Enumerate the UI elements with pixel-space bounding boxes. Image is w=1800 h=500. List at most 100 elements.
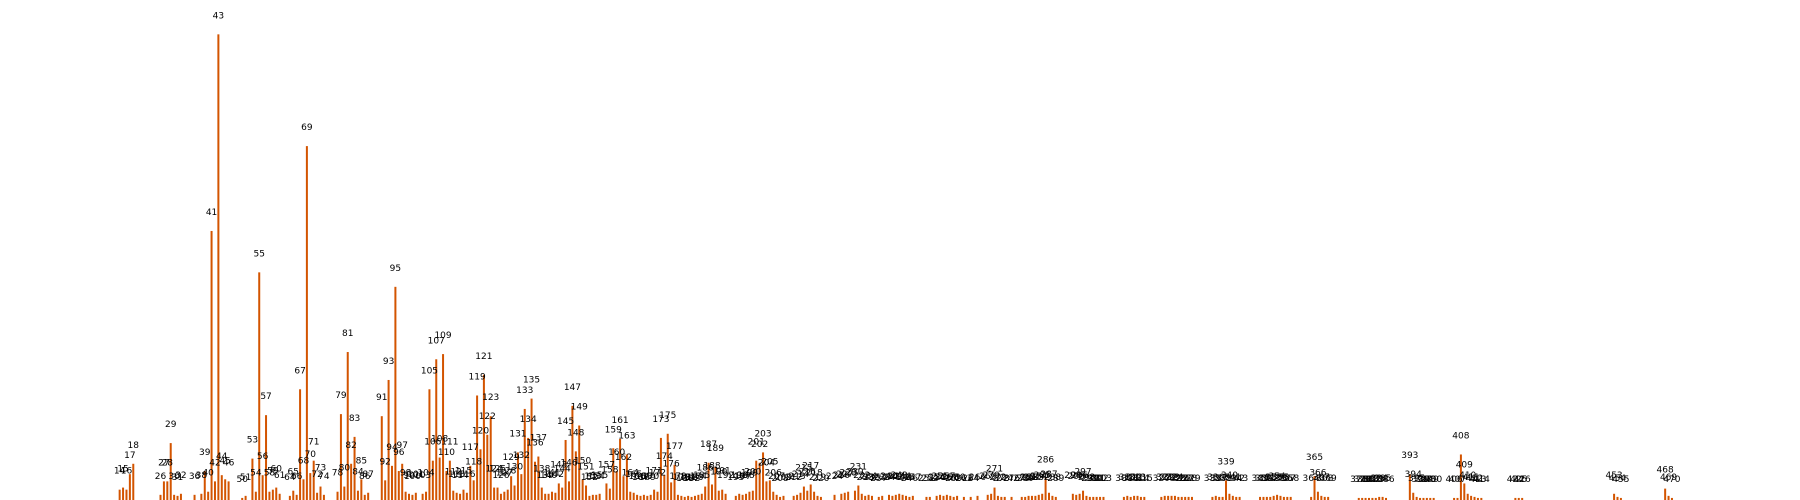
data-label: 121 [475,352,492,362]
data-label: 256 [935,473,952,483]
bar [1282,496,1285,500]
bar [261,475,264,500]
data-label: 98 [400,469,412,479]
data-label: 178 [669,472,686,482]
data-label: 313 [1129,473,1146,483]
bar [1310,496,1313,500]
bar [455,492,458,500]
data-label: 212 [785,473,802,483]
bar [717,490,720,500]
bar [772,491,775,500]
data-label: 321 [1156,473,1173,483]
bar [1276,494,1279,500]
data-label: 299 [1081,474,1098,484]
data-label: 112 [445,468,462,478]
bar [928,496,931,500]
bar [479,449,482,500]
data-label: 69 [301,123,313,133]
bar [210,230,213,500]
data-label: 124 [486,465,503,475]
bar [1473,496,1476,500]
data-label: 271 [986,465,1003,475]
data-label: 469 [1660,473,1677,483]
bar [346,352,349,500]
bar [877,496,880,500]
data-label: 103 [414,471,431,481]
bar [176,495,179,500]
data-label: 237 [870,474,887,484]
bar [510,476,513,500]
bar [271,489,274,500]
bar [574,451,577,500]
data-label: 18 [128,441,140,451]
bar [908,496,911,500]
data-label: 93 [383,357,394,367]
bar [898,493,901,500]
bar [435,359,438,500]
data-label: 426 [1514,475,1531,485]
data-label: 73 [315,464,326,474]
data-label: 87 [362,470,373,480]
bar [295,494,298,500]
data-label: 228 [840,469,857,479]
bar [200,493,203,500]
data-label: 81 [342,329,353,339]
bar [1187,496,1190,500]
bar [244,495,247,500]
data-label: 397 [1415,475,1432,485]
bar [462,489,465,500]
data-label: 274 [996,474,1013,484]
bar [962,496,965,500]
data-label: 206 [765,469,782,479]
bar [1517,497,1520,500]
data-label: 26 [155,472,167,482]
data-label: 358 [1282,474,1299,484]
data-label: 303 [1095,474,1112,484]
bar [598,493,601,500]
bar [676,494,679,500]
bar [394,286,397,500]
data-label: 255 [931,472,948,482]
data-label: 168 [635,472,652,482]
bar [122,487,125,500]
bar [799,492,802,500]
bar [1265,496,1268,500]
data-label: 30 [168,472,180,482]
data-label: 351 [1258,474,1275,484]
bar [714,466,717,500]
bar [1259,496,1262,500]
data-label: 53 [247,436,258,446]
bar [1231,495,1234,500]
data-label: 188 [703,461,720,471]
data-label: 71 [308,438,319,448]
data-label: 190 [710,468,727,478]
bar [881,495,884,500]
bar [571,405,574,500]
bar [1367,497,1370,500]
bar [166,481,169,500]
data-label: 352 [1262,474,1279,484]
data-label: 356 [1275,474,1292,484]
bar [425,491,428,500]
bar [1122,496,1125,500]
data-label: 136 [526,439,543,449]
bar [646,495,649,500]
bar [860,493,863,500]
bar [762,452,765,500]
bar [1170,495,1173,500]
bar [894,494,897,500]
bar [1027,495,1030,500]
bar [499,493,502,500]
bar [615,471,618,500]
data-label: 17 [124,451,135,461]
bar [227,481,230,500]
data-label: 115 [455,467,472,477]
data-label: 78 [332,469,344,479]
data-label: 298 [1078,473,1095,483]
bar [336,491,339,500]
data-label: 31 [172,473,183,483]
data-label: 296 [1071,471,1088,481]
data-label: 283 [1027,473,1044,483]
bar [1024,496,1027,500]
